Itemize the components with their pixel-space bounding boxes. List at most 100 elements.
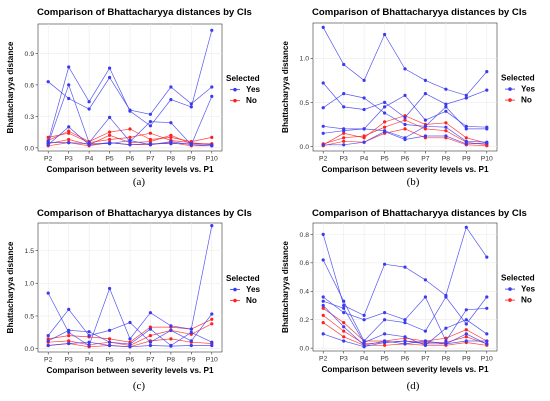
data-point	[108, 343, 112, 348]
data-point	[423, 124, 427, 128]
data-point	[362, 107, 366, 112]
y-tick-label: 0.0	[300, 346, 310, 353]
data-point	[362, 345, 366, 349]
data-point	[108, 75, 112, 80]
data-point	[67, 83, 71, 87]
data-point	[148, 131, 152, 135]
panel-caption: (c)	[133, 380, 146, 392]
data-point	[342, 105, 346, 109]
x-tick-label: P2	[44, 357, 53, 364]
legend: Selected Yes No	[226, 74, 261, 105]
data-point	[108, 133, 112, 137]
data-point	[362, 313, 366, 317]
data-point	[46, 339, 50, 343]
data-point	[383, 32, 387, 37]
y-axis-label: Bhattacharyya distance	[6, 41, 15, 133]
data-point	[383, 120, 387, 124]
data-point	[342, 329, 346, 333]
y-tick-label: 0.3	[25, 114, 35, 121]
data-point	[108, 340, 112, 344]
data-point	[383, 343, 387, 347]
data-point	[444, 121, 448, 125]
data-point	[169, 98, 173, 102]
y-tick-label: 0.4	[300, 289, 310, 296]
chart-title: Comparison of Bhattacharyya distances by…	[37, 7, 252, 18]
data-point	[67, 65, 71, 69]
y-tick-label: 0.0	[25, 346, 35, 353]
legend-label: Yes	[246, 85, 261, 94]
data-point	[464, 136, 468, 140]
data-point	[87, 334, 91, 338]
data-point	[210, 317, 214, 321]
data-point	[403, 265, 407, 269]
data-point	[87, 330, 91, 334]
y-axis-label: Bhattacharyya distance	[281, 241, 290, 333]
data-point	[46, 141, 50, 145]
legend-key-marker	[508, 298, 512, 302]
x-tick-label: P6	[126, 357, 135, 364]
legend-title: Selected	[501, 74, 535, 83]
legend-key-marker	[233, 98, 237, 103]
data-point	[383, 105, 387, 109]
x-axis-label: Comparison between severity levels vs. P…	[46, 366, 213, 375]
data-point	[67, 137, 71, 142]
y-tick-label: 1.0	[25, 281, 35, 288]
data-point	[321, 332, 325, 336]
data-point	[169, 337, 173, 341]
data-point	[362, 127, 366, 131]
data-point	[321, 313, 325, 317]
data-point	[423, 342, 427, 346]
x-tick-label: P5	[380, 156, 389, 163]
data-point	[169, 85, 173, 89]
data-point	[423, 278, 427, 282]
y-tick-label: 0.9	[25, 51, 35, 58]
x-tick-label: P8	[442, 156, 451, 163]
data-point	[423, 295, 427, 299]
x-tick-label: P10	[206, 357, 218, 364]
data-point	[342, 299, 346, 303]
legend-label: Yes	[246, 285, 261, 294]
data-point	[321, 124, 325, 128]
data-point	[148, 340, 152, 344]
data-point	[321, 106, 325, 110]
legend-label: No	[521, 96, 532, 105]
legend-label: No	[521, 296, 532, 305]
x-tick-label: P4	[85, 357, 94, 364]
data-point	[464, 332, 468, 336]
data-point	[464, 127, 468, 131]
legend: Selected Yes No	[226, 274, 261, 305]
data-point	[321, 306, 325, 310]
data-point	[67, 96, 71, 101]
chart-title: Comparison of Bhattacharyya distances by…	[312, 208, 527, 219]
data-point	[383, 311, 387, 315]
data-point	[108, 286, 112, 291]
data-point	[362, 318, 366, 322]
y-axis-label: Bhattacharyya distance	[6, 241, 15, 333]
y-tick-label: 0.0	[25, 145, 35, 152]
data-point	[485, 144, 489, 148]
data-point	[189, 327, 193, 331]
legend-key-marker	[508, 287, 512, 291]
data-point	[108, 137, 112, 142]
legend-label: No	[246, 296, 257, 305]
data-point	[46, 291, 50, 295]
data-point	[464, 225, 468, 229]
x-axis-label: Comparison between severity levels vs. P…	[321, 365, 488, 374]
panel-caption: (d)	[407, 380, 420, 392]
data-point	[87, 107, 91, 111]
chart-title: Comparison of Bhattacharyya distances by…	[312, 7, 527, 18]
data-point	[464, 322, 468, 326]
data-point	[67, 334, 71, 338]
data-point	[67, 328, 71, 332]
series-yes	[321, 25, 489, 97]
series-yes	[46, 224, 214, 348]
data-point	[128, 337, 132, 341]
data-point	[403, 137, 407, 142]
legend-label: No	[246, 96, 257, 105]
y-tick-label: 0.5	[300, 100, 310, 107]
legend-title: Selected	[501, 274, 535, 283]
data-point	[108, 115, 112, 119]
x-tick-label: P6	[401, 156, 410, 163]
data-point	[128, 138, 132, 143]
